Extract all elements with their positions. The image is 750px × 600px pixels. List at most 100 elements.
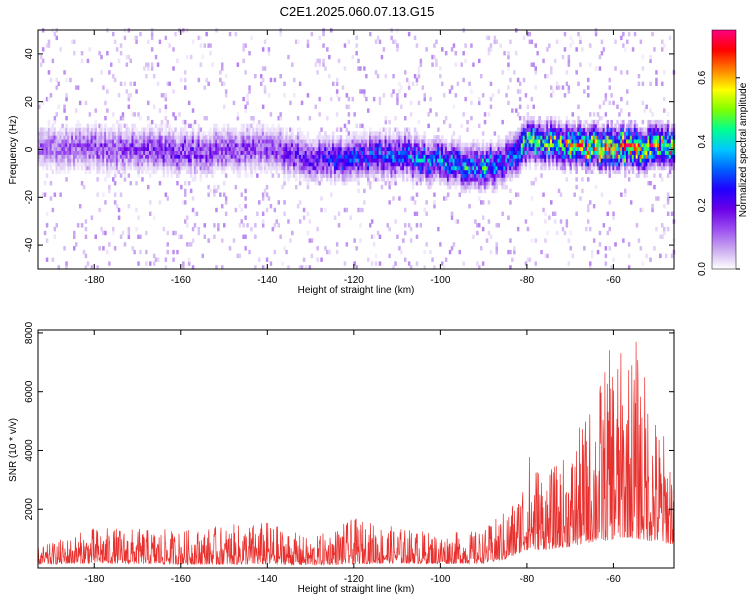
heat-cell bbox=[555, 123, 559, 129]
heat-cell bbox=[409, 135, 413, 140]
heat-cell bbox=[431, 181, 434, 186]
heat-cell bbox=[370, 219, 374, 224]
heat-cell bbox=[518, 169, 522, 174]
heat-cell bbox=[516, 226, 520, 232]
heat-cell bbox=[269, 150, 273, 155]
heat-cell bbox=[407, 154, 411, 159]
heat-cell bbox=[409, 139, 413, 144]
heat-cell bbox=[328, 142, 331, 148]
heat-cell bbox=[575, 127, 578, 132]
heat-cell bbox=[302, 177, 306, 182]
heat-cell bbox=[119, 234, 123, 239]
heat-cell bbox=[458, 135, 461, 140]
heat-cell bbox=[75, 127, 78, 132]
heat-cell bbox=[80, 51, 84, 56]
heat-cell bbox=[296, 116, 300, 121]
heat-cell bbox=[522, 142, 526, 148]
heat-cell bbox=[415, 181, 419, 186]
heat-cell bbox=[413, 154, 417, 159]
heat-cell bbox=[443, 161, 446, 167]
heat-cell bbox=[392, 265, 395, 270]
heat-cell bbox=[55, 154, 58, 159]
heat-cell bbox=[104, 135, 107, 140]
heat-cell bbox=[302, 165, 306, 171]
heat-cell bbox=[483, 119, 487, 125]
heat-cell bbox=[63, 108, 66, 113]
heat-cell bbox=[98, 158, 101, 163]
heat-cell bbox=[51, 207, 55, 213]
heat-cell bbox=[333, 161, 337, 167]
heat-cell bbox=[507, 158, 510, 163]
heat-cell bbox=[102, 150, 105, 155]
heat-cell bbox=[283, 154, 286, 159]
heat-cell bbox=[481, 184, 485, 190]
heat-cell bbox=[203, 158, 206, 163]
heat-cell bbox=[254, 150, 257, 155]
heat-cell bbox=[242, 135, 245, 140]
heat-cell bbox=[610, 123, 613, 129]
heat-cell bbox=[509, 173, 512, 178]
heat-cell bbox=[489, 154, 493, 159]
heat-cell bbox=[516, 173, 520, 178]
heat-cell bbox=[550, 93, 553, 98]
heat-cell bbox=[567, 154, 571, 159]
heat-cell bbox=[472, 146, 475, 151]
heat-cell bbox=[627, 139, 631, 144]
heat-cell bbox=[49, 139, 53, 144]
heat-cell bbox=[110, 169, 113, 174]
heat-cell bbox=[614, 158, 617, 163]
heat-cell bbox=[98, 127, 101, 132]
heat-cell bbox=[263, 135, 267, 140]
heat-cell bbox=[314, 161, 317, 167]
heat-cell bbox=[250, 226, 253, 232]
heat-cell bbox=[49, 154, 53, 159]
heat-cell bbox=[429, 96, 432, 102]
heat-cell bbox=[386, 154, 389, 159]
heat-cell bbox=[478, 161, 481, 167]
heat-cell bbox=[649, 127, 652, 132]
heat-cell bbox=[431, 173, 434, 178]
heat-cell bbox=[583, 165, 586, 171]
heat-cell bbox=[468, 177, 471, 182]
heat-cell bbox=[277, 154, 280, 159]
heat-cell bbox=[349, 142, 352, 148]
heat-cell bbox=[182, 142, 185, 148]
heat-cell bbox=[503, 173, 506, 178]
heat-cell bbox=[115, 154, 119, 159]
heat-cell bbox=[417, 169, 421, 174]
heat-cell bbox=[193, 161, 197, 167]
heat-cell bbox=[279, 234, 282, 239]
heat-cell bbox=[117, 158, 121, 163]
heat-cell bbox=[199, 35, 203, 41]
heat-cell bbox=[516, 89, 520, 94]
heat-cell bbox=[211, 135, 214, 140]
heat-cell bbox=[326, 139, 329, 144]
heat-cell bbox=[369, 173, 372, 178]
heat-cell bbox=[98, 123, 101, 129]
heat-cell bbox=[450, 139, 454, 144]
heat-cell bbox=[448, 165, 452, 171]
heat-cell bbox=[369, 127, 372, 132]
heat-cell bbox=[113, 142, 117, 148]
heat-cell bbox=[604, 158, 608, 163]
heat-cell bbox=[583, 119, 586, 125]
heat-cell bbox=[263, 66, 267, 71]
heat-cell bbox=[577, 161, 580, 167]
heat-cell bbox=[47, 127, 51, 132]
heat-cell bbox=[150, 142, 154, 148]
heat-cell bbox=[172, 150, 175, 155]
heat-cell bbox=[446, 184, 450, 190]
heat-cell bbox=[548, 43, 551, 48]
heat-cell bbox=[655, 146, 658, 151]
heat-cell bbox=[446, 173, 450, 178]
heat-cell bbox=[57, 150, 60, 155]
heat-cell bbox=[462, 154, 465, 159]
heat-cell bbox=[238, 204, 241, 209]
heat-cell bbox=[476, 230, 479, 236]
heat-cell bbox=[446, 165, 450, 171]
heat-cell bbox=[468, 173, 471, 178]
heat-cell bbox=[476, 184, 479, 190]
heat-cell bbox=[131, 146, 134, 151]
heat-cell bbox=[232, 100, 236, 106]
heat-cell bbox=[425, 161, 428, 167]
